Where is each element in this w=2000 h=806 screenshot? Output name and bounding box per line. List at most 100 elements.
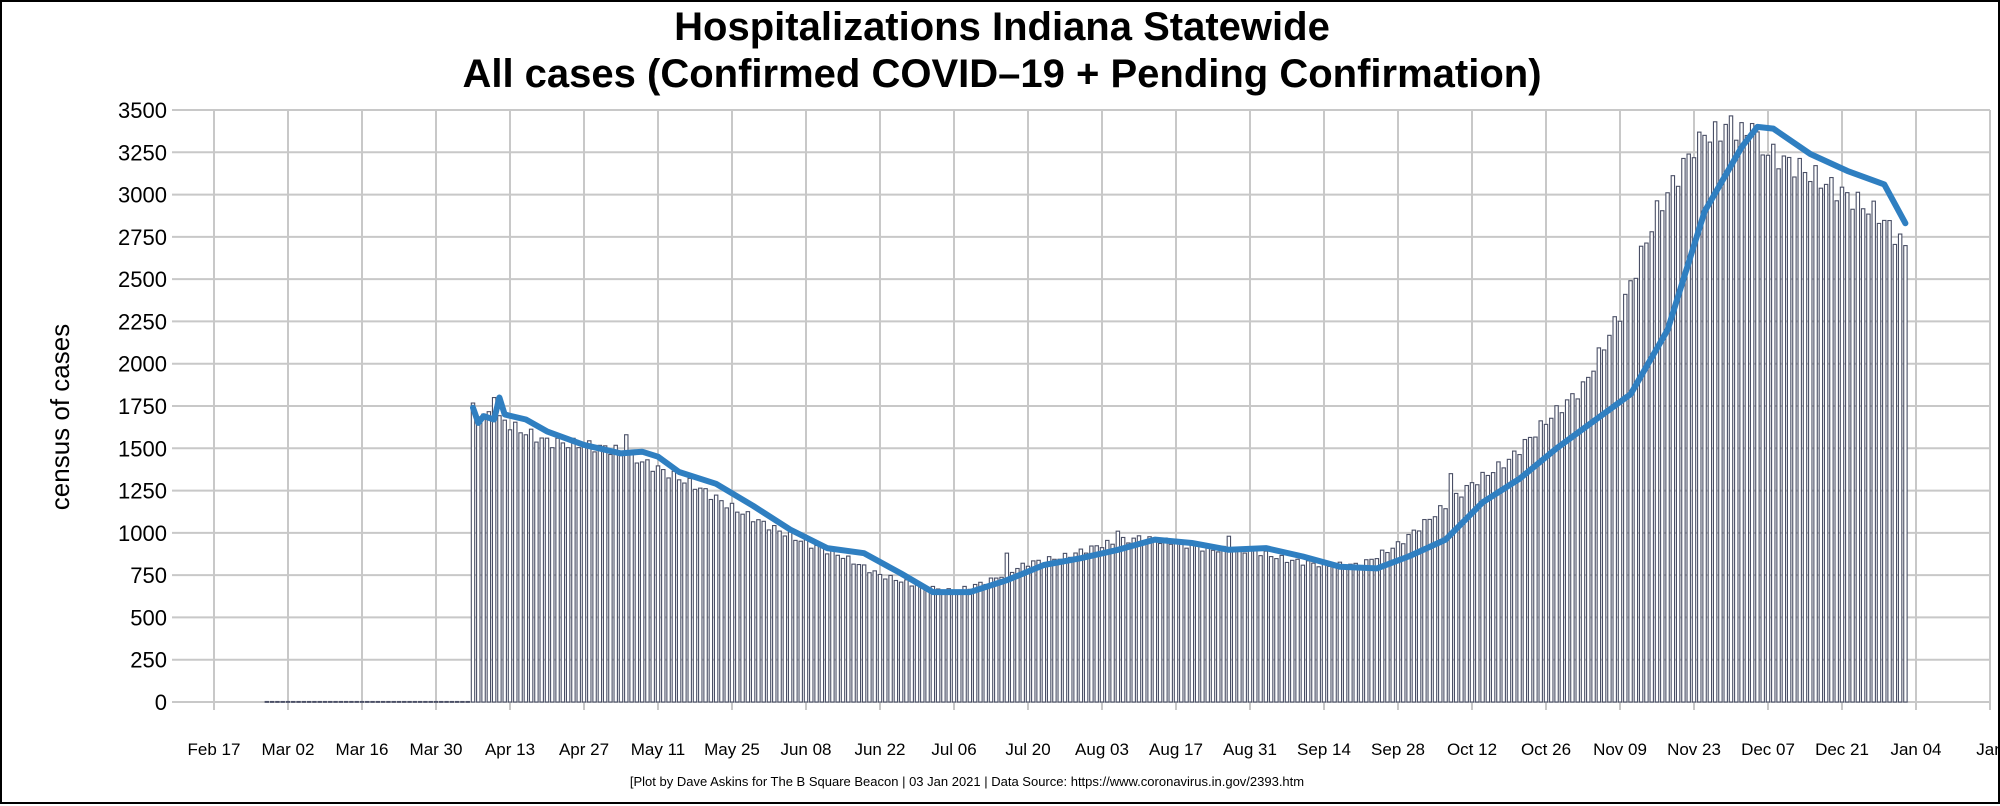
bar	[1083, 552, 1089, 703]
bar	[782, 535, 788, 703]
bar	[925, 589, 930, 703]
bar	[687, 477, 692, 703]
bar	[1903, 245, 1908, 703]
bar	[1496, 461, 1501, 703]
bar	[1364, 559, 1369, 703]
bar	[1712, 121, 1718, 703]
bar	[1792, 176, 1797, 703]
bar	[417, 700, 423, 703]
bar	[745, 511, 751, 703]
x-tick-label: Sep 14	[1297, 740, 1351, 759]
bar	[941, 591, 946, 703]
bar	[1358, 567, 1364, 703]
bar	[1353, 562, 1358, 703]
bar	[1744, 134, 1750, 703]
bar	[787, 531, 793, 703]
bar	[565, 447, 571, 703]
bar	[1242, 552, 1247, 703]
bar	[898, 581, 904, 703]
bar	[1829, 176, 1834, 703]
bar	[269, 700, 275, 703]
bar	[1596, 347, 1602, 703]
bar	[1808, 180, 1813, 703]
bar	[1559, 412, 1565, 703]
y-tick-label: 2750	[118, 225, 167, 250]
bar	[602, 445, 608, 703]
bar	[1797, 157, 1802, 703]
bar	[1527, 436, 1533, 703]
bar	[618, 452, 624, 703]
bar	[1041, 562, 1047, 703]
bar	[1845, 192, 1850, 703]
bar	[904, 579, 909, 703]
bar	[1327, 565, 1332, 703]
bar	[476, 416, 481, 703]
bar	[1300, 564, 1306, 703]
bar	[449, 700, 455, 703]
x-tick-label: Mar 02	[262, 740, 315, 759]
bar	[333, 700, 338, 703]
bar	[1036, 559, 1041, 703]
bar	[1860, 208, 1866, 703]
bar	[1046, 556, 1052, 703]
bar	[1755, 131, 1760, 703]
bar	[1834, 200, 1839, 703]
bar	[888, 574, 893, 703]
bar	[539, 437, 544, 703]
bar	[1290, 559, 1295, 703]
bar	[528, 428, 534, 703]
x-tick-label: Mar 16	[336, 740, 389, 759]
bar	[1522, 438, 1528, 703]
bar	[576, 447, 581, 703]
bar	[1866, 213, 1871, 703]
bar	[1786, 156, 1792, 703]
bar	[946, 588, 951, 703]
bar	[1216, 551, 1221, 703]
bar	[1231, 549, 1237, 703]
y-tick-label: 1000	[118, 521, 167, 546]
bar	[1564, 399, 1570, 703]
axes: 0 250 500 750 1000 1250 1500 1750 2000 2250 2500 27…	[118, 98, 2000, 759]
bar	[555, 437, 560, 703]
x-tick-label: Aug 31	[1223, 740, 1277, 759]
bar	[1697, 131, 1702, 703]
bar	[428, 700, 433, 703]
bar	[1142, 541, 1147, 703]
seven-day-average-line	[470, 123, 1909, 596]
daily-census-bars	[264, 115, 1908, 703]
bar	[1062, 552, 1068, 703]
bar	[766, 529, 772, 703]
bar	[1781, 155, 1787, 703]
y-tick-label: 2500	[118, 267, 167, 292]
bar	[1538, 420, 1543, 703]
bar	[1501, 467, 1506, 703]
bar	[439, 700, 444, 703]
bar	[1776, 168, 1781, 703]
bar	[655, 465, 661, 703]
bar	[824, 553, 830, 703]
bar	[1485, 474, 1491, 703]
bar	[1823, 183, 1829, 703]
x-tick-label: Jul 20	[1005, 740, 1050, 759]
bar	[740, 513, 745, 703]
bar	[1173, 543, 1179, 703]
bar	[1448, 473, 1454, 703]
bar	[1110, 543, 1115, 703]
bar	[1839, 186, 1845, 703]
bar	[1126, 542, 1131, 703]
bar	[1644, 242, 1649, 703]
bar	[814, 544, 819, 703]
bar	[1813, 165, 1818, 703]
bar	[587, 440, 592, 703]
x-tick-label: Dec 07	[1741, 740, 1795, 759]
bar	[1263, 550, 1269, 703]
y-tick-label: 3500	[118, 98, 167, 123]
x-tick-label: Jun 08	[780, 740, 831, 759]
bar	[851, 563, 856, 703]
bar	[692, 488, 698, 703]
bar	[1411, 529, 1417, 703]
bar	[1628, 280, 1633, 703]
bar	[1586, 376, 1591, 703]
